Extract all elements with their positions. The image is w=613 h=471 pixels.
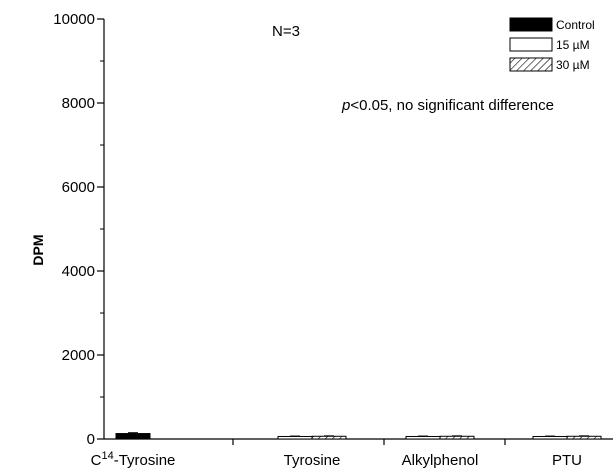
x-tick-label-main: Tyrosine	[284, 452, 341, 469]
y-tick-label: 0	[87, 431, 95, 448]
bar-hatched-3	[566, 435, 602, 440]
x-tick-label: PTU	[552, 452, 582, 469]
n-annotation: N=3	[272, 23, 300, 40]
y-tick-label: 2000	[62, 347, 95, 364]
legend-swatch-solid	[509, 17, 553, 32]
bar-solid-0	[115, 433, 151, 440]
bar-hatched-2	[439, 435, 475, 440]
p-value-symbol: p	[341, 97, 350, 114]
x-tick-label-main: PTU	[552, 452, 582, 469]
legend-label: Control	[556, 18, 595, 32]
x-tick-label-main: Alkylphenol	[402, 452, 479, 469]
legend-swatch-open	[509, 37, 553, 52]
x-tick-label-superscript: 14	[101, 450, 113, 462]
axes: 0 2000 4000 6000 8000 10000	[53, 11, 613, 448]
x-tick-labels: C14-Tyrosine Tyrosine Alkylphenol PTU	[91, 450, 582, 469]
legend-label: 15 µM	[556, 38, 590, 52]
x-tick-label-main: C	[91, 452, 102, 469]
y-tick-label: 6000	[62, 179, 95, 196]
y-tick-label: 8000	[62, 95, 95, 112]
bars	[115, 432, 602, 440]
bar-open-3	[532, 435, 568, 440]
legend: Control 15 µM 30 µM	[509, 17, 595, 72]
bar-open-1	[277, 435, 313, 440]
y-tick-label: 10000	[53, 11, 95, 28]
x-tick-label-suffix: -Tyrosine	[114, 452, 176, 469]
significance-annotation: p<0.05, no significant difference	[341, 97, 554, 114]
x-tick-label: C14-Tyrosine	[91, 450, 176, 469]
x-tick-label: Tyrosine	[284, 452, 341, 469]
y-axis-label: DPM	[30, 234, 46, 265]
legend-swatch-hatched	[509, 57, 553, 72]
x-tick-label: Alkylphenol	[402, 452, 479, 469]
bar-hatched-1	[311, 435, 347, 440]
legend-label: 30 µM	[556, 58, 590, 72]
significance-text: <0.05, no significant difference	[350, 97, 554, 114]
y-tick-label: 4000	[62, 263, 95, 280]
bar-open-2	[405, 435, 441, 440]
